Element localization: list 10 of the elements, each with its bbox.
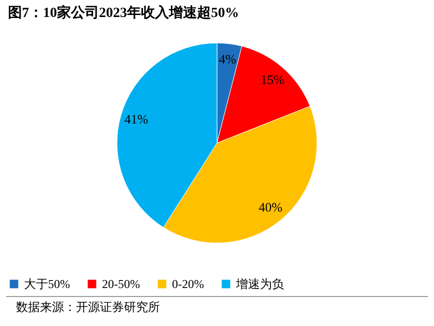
legend-label: 大于50% [24,277,70,291]
chart-title: 图7：10家公司2023年收入增速超50% [8,4,239,21]
legend-label: 增速为负 [235,277,284,291]
data-label: 41% [124,112,148,127]
data-label: 15% [260,72,285,87]
legend-label: 20-50% [102,277,140,291]
data-label: 40% [258,200,283,215]
data-label: 4% [218,52,236,67]
legend-label: 0-20% [172,277,204,291]
source-note: 数据来源：开源证券研究所 [6,296,428,318]
